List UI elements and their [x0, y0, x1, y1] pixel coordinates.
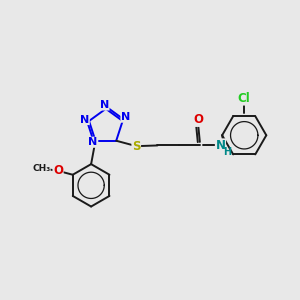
- Text: N: N: [80, 115, 89, 124]
- Text: Cl: Cl: [238, 92, 250, 105]
- Text: N: N: [100, 100, 109, 110]
- Text: N: N: [88, 137, 98, 147]
- Text: N: N: [215, 139, 226, 152]
- Text: O: O: [53, 164, 63, 177]
- Text: N: N: [121, 112, 130, 122]
- Text: O: O: [194, 113, 203, 126]
- Text: S: S: [132, 140, 140, 152]
- Text: H: H: [223, 147, 231, 157]
- Text: CH₃: CH₃: [32, 164, 50, 173]
